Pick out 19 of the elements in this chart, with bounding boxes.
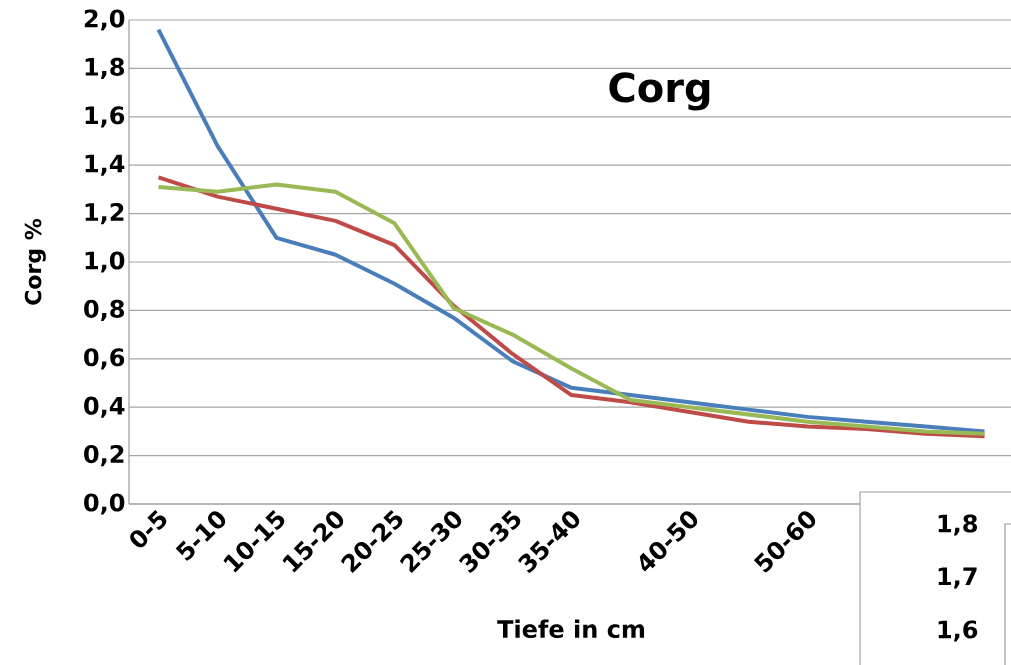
text: Corg [609, 72, 710, 111]
y-tick-label: 0,2 [84, 444, 124, 467]
y-tick-label: 1,4 [85, 154, 125, 176]
y-tick-label: 0,4 [84, 396, 125, 418]
y-axis-title: Corg % [24, 218, 46, 305]
line-series [156, 27, 987, 434]
y-tick-label: 0,6 [84, 348, 125, 370]
y-tick-label: 2,0 [84, 9, 125, 31]
y-tick-label: 0,0 [84, 493, 125, 515]
x-axis-title: Tiefe in cm [497, 619, 645, 639]
text: 1,8 [938, 514, 977, 536]
y-tick-label: 1,8 [85, 57, 124, 79]
text: 1,6 [938, 620, 978, 642]
y-tick-label: 1,6 [85, 106, 125, 128]
text: 1,7 [938, 567, 977, 589]
y-tick-label: 1,2 [85, 202, 124, 225]
y-tick-label: 1,0 [85, 251, 125, 273]
y-tick-label: 0,8 [84, 299, 124, 321]
x-tick-label: 0-5 [130, 509, 167, 548]
